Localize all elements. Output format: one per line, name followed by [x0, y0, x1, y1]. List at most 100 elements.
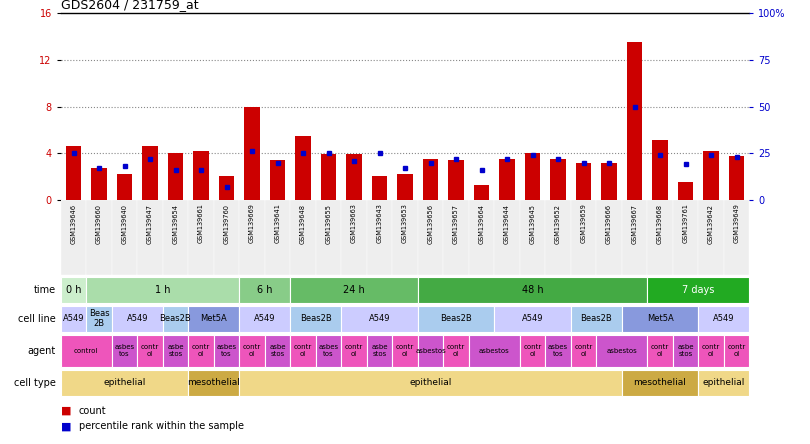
Text: A549: A549: [254, 314, 275, 323]
Text: GSM139645: GSM139645: [530, 203, 535, 244]
FancyBboxPatch shape: [163, 305, 188, 332]
Bar: [168, 153, 183, 200]
Text: GSM139661: GSM139661: [198, 203, 204, 243]
FancyBboxPatch shape: [290, 335, 316, 367]
FancyBboxPatch shape: [61, 277, 86, 303]
FancyBboxPatch shape: [724, 200, 749, 275]
Text: A549: A549: [713, 314, 735, 323]
Text: asbes
tos: asbes tos: [318, 344, 339, 357]
Text: contr
ol: contr ol: [243, 344, 261, 357]
Text: Beas2B: Beas2B: [440, 314, 472, 323]
Text: 6 h: 6 h: [257, 285, 272, 295]
FancyBboxPatch shape: [188, 200, 214, 275]
Text: count: count: [79, 406, 106, 416]
FancyBboxPatch shape: [239, 277, 290, 303]
Text: asbe
stos: asbe stos: [371, 344, 388, 357]
FancyBboxPatch shape: [545, 335, 571, 367]
FancyBboxPatch shape: [290, 305, 341, 332]
Text: Beas2B: Beas2B: [300, 314, 331, 323]
FancyBboxPatch shape: [214, 200, 239, 275]
Text: contr
ol: contr ol: [345, 344, 363, 357]
Text: asbe
stos: asbe stos: [269, 344, 286, 357]
FancyBboxPatch shape: [112, 305, 163, 332]
FancyBboxPatch shape: [418, 277, 647, 303]
Bar: [194, 151, 209, 200]
Bar: [525, 153, 540, 200]
Text: GSM139663: GSM139663: [351, 203, 357, 243]
Bar: [117, 174, 132, 200]
FancyBboxPatch shape: [239, 305, 290, 332]
FancyBboxPatch shape: [214, 335, 239, 367]
Text: GSM139654: GSM139654: [173, 203, 178, 244]
FancyBboxPatch shape: [239, 335, 265, 367]
FancyBboxPatch shape: [571, 200, 596, 275]
Text: contr
ol: contr ol: [523, 344, 542, 357]
Bar: [66, 146, 81, 200]
Text: GSM139646: GSM139646: [70, 203, 76, 244]
FancyBboxPatch shape: [622, 370, 698, 396]
FancyBboxPatch shape: [316, 335, 341, 367]
Text: GSM139659: GSM139659: [581, 203, 586, 243]
Bar: [703, 151, 718, 200]
Text: control: control: [74, 348, 99, 354]
FancyBboxPatch shape: [443, 200, 469, 275]
Text: contr
ol: contr ol: [294, 344, 312, 357]
Text: GSM139666: GSM139666: [606, 203, 612, 244]
Text: Beas2B: Beas2B: [160, 314, 191, 323]
FancyBboxPatch shape: [673, 335, 698, 367]
Text: GSM139667: GSM139667: [632, 203, 637, 244]
FancyBboxPatch shape: [469, 335, 520, 367]
Text: 0 h: 0 h: [66, 285, 81, 295]
Bar: [245, 107, 260, 200]
FancyBboxPatch shape: [469, 200, 494, 275]
Text: percentile rank within the sample: percentile rank within the sample: [79, 421, 244, 431]
Text: GSM139761: GSM139761: [683, 203, 688, 243]
FancyBboxPatch shape: [265, 335, 290, 367]
FancyBboxPatch shape: [647, 200, 673, 275]
FancyBboxPatch shape: [341, 335, 367, 367]
Text: ■: ■: [61, 406, 71, 416]
FancyBboxPatch shape: [571, 305, 622, 332]
Bar: [372, 176, 387, 200]
Text: asbestos: asbestos: [607, 348, 637, 354]
Text: 48 h: 48 h: [522, 285, 544, 295]
Text: time: time: [33, 285, 56, 295]
Text: asbestos: asbestos: [415, 348, 446, 354]
Text: contr
ol: contr ol: [574, 344, 593, 357]
Text: asbe
stos: asbe stos: [677, 344, 693, 357]
FancyBboxPatch shape: [418, 335, 443, 367]
Bar: [627, 43, 642, 200]
Text: GSM139652: GSM139652: [555, 203, 561, 244]
Bar: [270, 160, 285, 200]
FancyBboxPatch shape: [137, 335, 163, 367]
Bar: [321, 155, 336, 200]
FancyBboxPatch shape: [724, 335, 749, 367]
FancyBboxPatch shape: [61, 335, 112, 367]
Text: cell type: cell type: [14, 378, 56, 388]
Bar: [219, 176, 234, 200]
FancyBboxPatch shape: [494, 305, 571, 332]
FancyBboxPatch shape: [596, 335, 647, 367]
Bar: [601, 163, 616, 200]
Bar: [398, 174, 412, 200]
Text: ■: ■: [61, 421, 71, 431]
FancyBboxPatch shape: [392, 200, 418, 275]
FancyBboxPatch shape: [418, 200, 443, 275]
FancyBboxPatch shape: [698, 370, 749, 396]
FancyBboxPatch shape: [622, 305, 698, 332]
Text: GSM139655: GSM139655: [326, 203, 331, 244]
Text: GSM139640: GSM139640: [122, 203, 127, 244]
FancyBboxPatch shape: [545, 200, 571, 275]
Text: GSM139644: GSM139644: [504, 203, 510, 244]
Text: A549: A549: [62, 314, 84, 323]
FancyBboxPatch shape: [341, 305, 418, 332]
FancyBboxPatch shape: [698, 335, 724, 367]
Text: contr
ol: contr ol: [651, 344, 669, 357]
Bar: [652, 140, 667, 200]
Text: mesothelial: mesothelial: [187, 378, 241, 388]
FancyBboxPatch shape: [367, 200, 392, 275]
FancyBboxPatch shape: [494, 200, 520, 275]
Text: Beas
2B: Beas 2B: [88, 309, 109, 328]
FancyBboxPatch shape: [112, 335, 137, 367]
FancyBboxPatch shape: [392, 335, 418, 367]
